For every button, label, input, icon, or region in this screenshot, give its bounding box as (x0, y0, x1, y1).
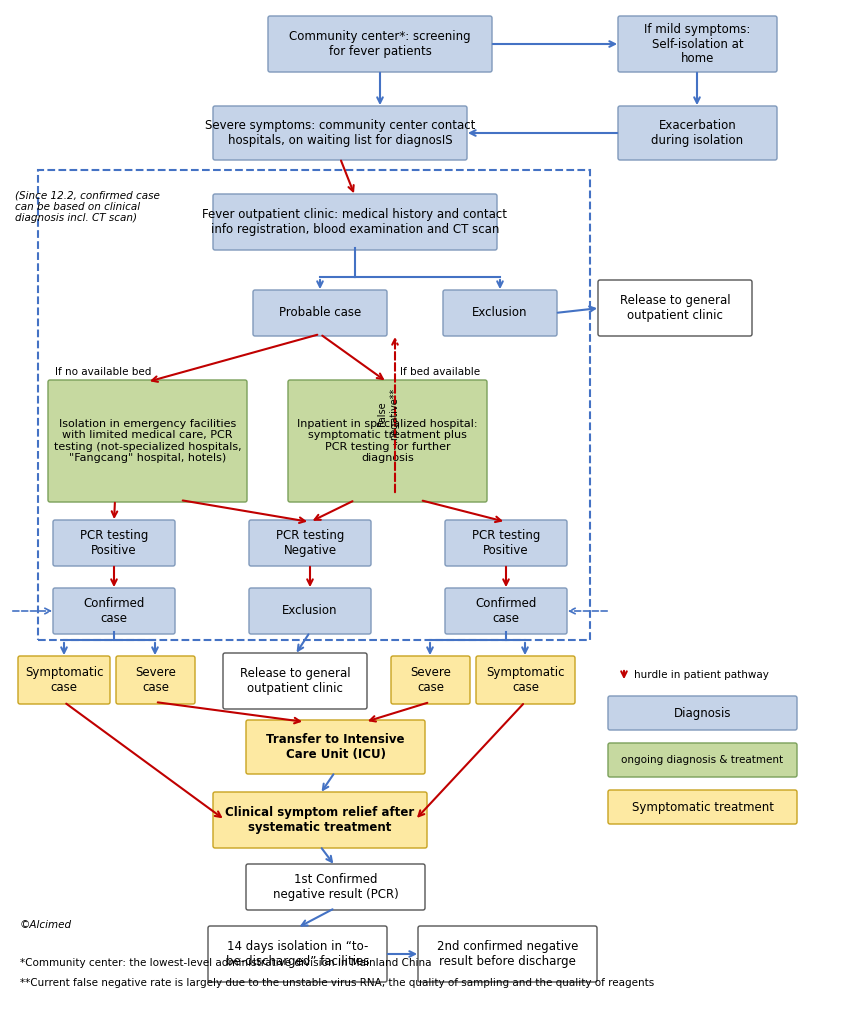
Text: Symptomatic
case: Symptomatic case (25, 666, 103, 694)
Bar (38, 170, 590, 640)
FancyBboxPatch shape (608, 790, 797, 824)
FancyBboxPatch shape (598, 280, 752, 336)
FancyBboxPatch shape (476, 656, 575, 705)
FancyBboxPatch shape (213, 106, 467, 160)
FancyBboxPatch shape (618, 16, 777, 72)
Text: Symptomatic
case: Symptomatic case (486, 666, 565, 694)
Text: Severe
case: Severe case (135, 666, 176, 694)
Text: If bed available: If bed available (400, 367, 480, 377)
Text: Confirmed
case: Confirmed case (475, 597, 537, 625)
FancyBboxPatch shape (268, 16, 492, 72)
FancyBboxPatch shape (608, 696, 797, 730)
FancyBboxPatch shape (246, 720, 425, 774)
FancyBboxPatch shape (618, 106, 777, 160)
Text: PCR testing
Positive: PCR testing Positive (80, 529, 148, 557)
FancyBboxPatch shape (208, 926, 387, 982)
Text: Symptomatic treatment: Symptomatic treatment (631, 801, 774, 813)
Text: Probable case: Probable case (279, 306, 361, 319)
FancyBboxPatch shape (418, 926, 597, 982)
Text: Release to general
outpatient clinic: Release to general outpatient clinic (619, 294, 730, 322)
Text: False
negative**: False negative** (378, 388, 399, 440)
Text: Severe symptoms: community center contact
hospitals, on waiting list for diagnos: Severe symptoms: community center contac… (205, 119, 475, 147)
FancyBboxPatch shape (53, 520, 175, 566)
Text: (Since 12.2, confirmed case
can be based on clinical
diagnosis incl. CT scan): (Since 12.2, confirmed case can be based… (15, 190, 160, 223)
FancyBboxPatch shape (391, 656, 470, 705)
Text: Severe
case: Severe case (410, 666, 451, 694)
FancyBboxPatch shape (18, 656, 110, 705)
FancyBboxPatch shape (288, 380, 487, 502)
FancyBboxPatch shape (213, 792, 427, 848)
FancyBboxPatch shape (116, 656, 195, 705)
Text: Transfer to Intensive
Care Unit (ICU): Transfer to Intensive Care Unit (ICU) (266, 733, 405, 761)
Text: Clinical symptom relief after
systematic treatment: Clinical symptom relief after systematic… (226, 806, 414, 834)
Text: Release to general
outpatient clinic: Release to general outpatient clinic (239, 667, 350, 695)
FancyBboxPatch shape (443, 290, 557, 336)
Text: *Community center: the lowest-level administrative division in Mainland China: *Community center: the lowest-level admi… (20, 958, 432, 968)
Text: 1st Confirmed
negative result (PCR): 1st Confirmed negative result (PCR) (273, 873, 398, 901)
Text: If mild symptoms:
Self-isolation at
home: If mild symptoms: Self-isolation at home (644, 23, 751, 66)
Text: Community center*: screening
for fever patients: Community center*: screening for fever p… (289, 30, 471, 58)
FancyBboxPatch shape (213, 194, 497, 250)
Text: If no available bed: If no available bed (55, 367, 151, 377)
FancyBboxPatch shape (223, 653, 367, 709)
FancyBboxPatch shape (253, 290, 387, 336)
Text: Diagnosis: Diagnosis (674, 707, 731, 720)
Text: Exclusion: Exclusion (472, 306, 528, 319)
Text: Exclusion: Exclusion (282, 604, 338, 617)
Text: Fever outpatient clinic: medical history and contact
info registration, blood ex: Fever outpatient clinic: medical history… (202, 208, 507, 236)
Text: Inpatient in specialized hospital:
symptomatic treatment plus
PCR testing for fu: Inpatient in specialized hospital: sympt… (297, 419, 478, 464)
Text: hurdle in patient pathway: hurdle in patient pathway (634, 670, 769, 680)
Text: PCR testing
Positive: PCR testing Positive (472, 529, 541, 557)
Text: Isolation in emergency facilities
with limited medical care, PCR
testing (not-sp: Isolation in emergency facilities with l… (54, 419, 241, 464)
Text: **Current false negative rate is largely due to the unstable virus RNA, the qual: **Current false negative rate is largely… (20, 978, 655, 988)
Text: 2nd confirmed negative
result before discharge: 2nd confirmed negative result before dis… (437, 940, 578, 968)
FancyBboxPatch shape (249, 520, 371, 566)
FancyBboxPatch shape (48, 380, 247, 502)
Text: Exacerbation
during isolation: Exacerbation during isolation (651, 119, 744, 147)
Text: 14 days isolation in “to-
be-discharged” facilities: 14 days isolation in “to- be-discharged”… (226, 940, 369, 968)
Text: Confirmed
case: Confirmed case (83, 597, 145, 625)
Text: ongoing diagnosis & treatment: ongoing diagnosis & treatment (621, 755, 783, 765)
Text: PCR testing
Negative: PCR testing Negative (275, 529, 344, 557)
FancyBboxPatch shape (608, 743, 797, 777)
Text: ©Alcimed: ©Alcimed (20, 920, 72, 930)
FancyBboxPatch shape (53, 588, 175, 634)
FancyBboxPatch shape (249, 588, 371, 634)
FancyBboxPatch shape (246, 864, 425, 910)
FancyBboxPatch shape (445, 520, 567, 566)
FancyBboxPatch shape (445, 588, 567, 634)
